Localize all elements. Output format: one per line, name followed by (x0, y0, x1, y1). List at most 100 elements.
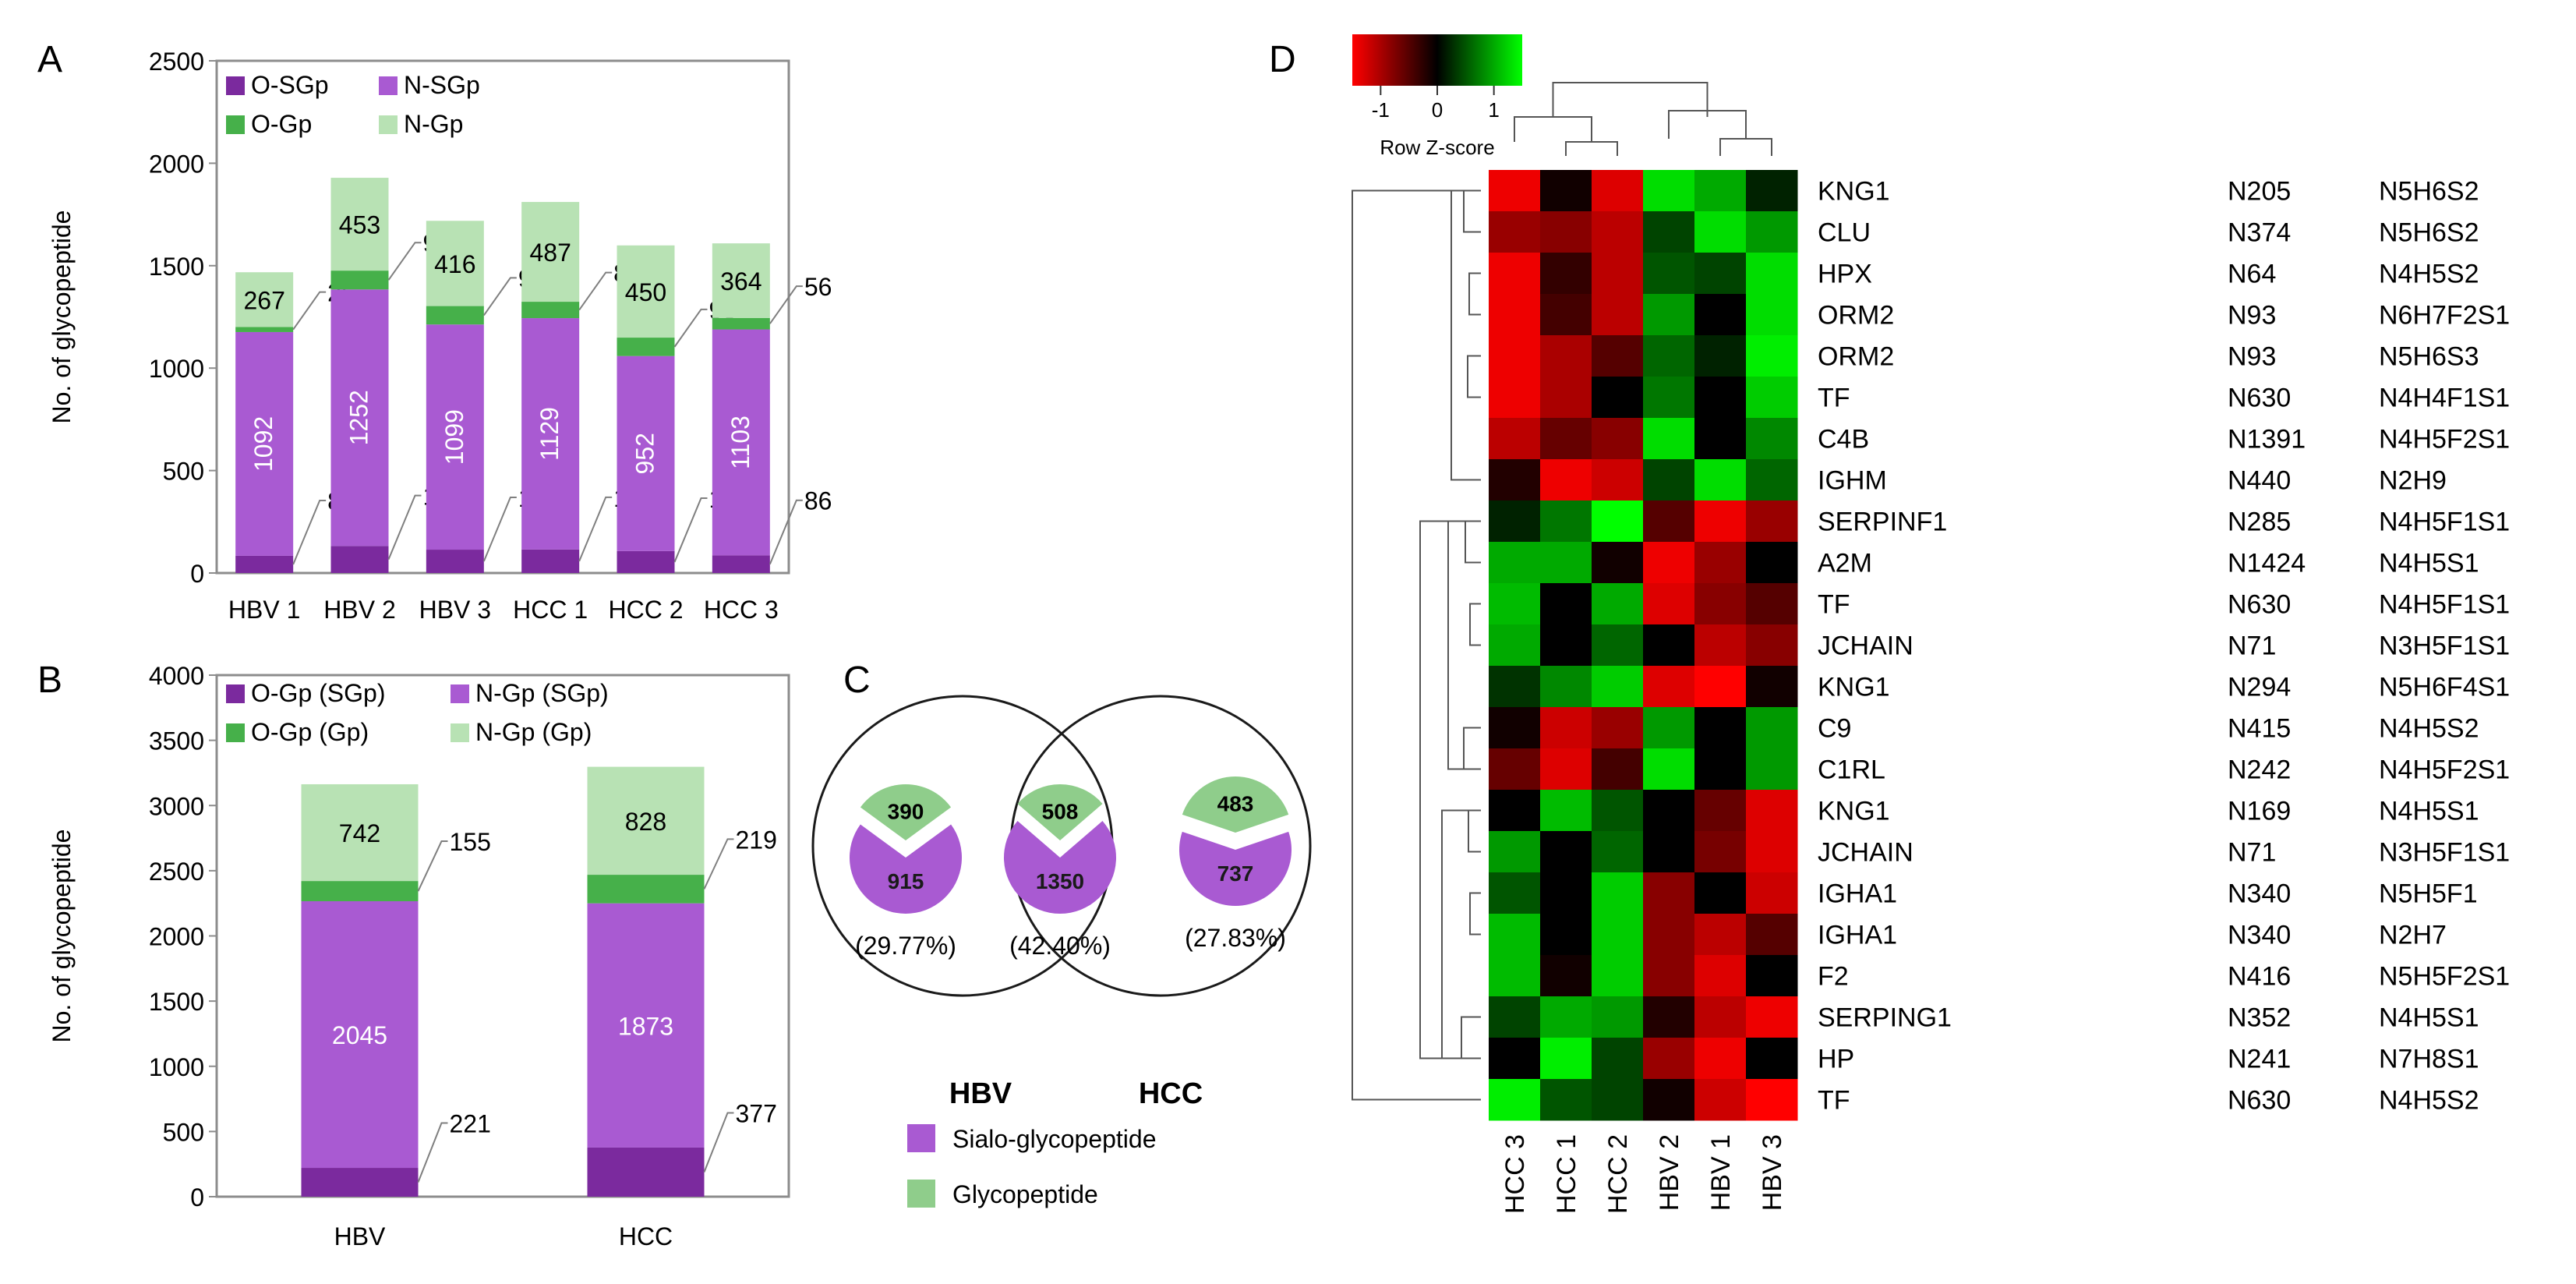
row-label-protein: IGHA1 (1818, 921, 1897, 950)
data-label-n-sgp: 1873 (618, 1012, 673, 1040)
chart-d-heatmap: KNG1 N205 N5H6S2 CLU N374 N5H6S2 HPX N64 N4H5S2 O… (1352, 34, 2510, 1214)
heatmap-cell (1540, 996, 1592, 1038)
row-label-glycan: N4H5F1S1 (2379, 508, 2510, 537)
heatmap-cell (1540, 955, 1592, 997)
heatmap-cell (1540, 211, 1592, 253)
legend-swatch (226, 76, 245, 95)
heatmap-cell (1489, 501, 1541, 543)
panel-label-a: A (37, 39, 62, 80)
heatmap-cell (1746, 377, 1798, 419)
heatmap-cell (1643, 1079, 1695, 1121)
row-label-glycan: N2H9 (2379, 466, 2447, 496)
data-label-o-gp: 155 (450, 828, 491, 856)
row-label-glycan: N5H5F1 (2379, 879, 2478, 909)
column-label: HCC 2 (1603, 1134, 1633, 1214)
row-dendrogram-branch (1467, 355, 1481, 398)
legend-label: N-Gp (404, 110, 463, 138)
heatmap-cell (1643, 1038, 1695, 1080)
leader-line (417, 840, 448, 892)
pie-slice-glycopeptide (860, 783, 952, 840)
row-label-site: N285 (2228, 508, 2291, 537)
heatmap-cell (1694, 294, 1747, 336)
y-tick-label: 2500 (149, 858, 204, 886)
leader-line (578, 496, 613, 562)
heatmap-cell (1746, 459, 1798, 501)
heatmap-cell (1489, 624, 1541, 667)
heatmap-cell (1746, 170, 1798, 212)
bar-o-gp-gp- (587, 875, 705, 904)
row-label-glycan: N5H6S3 (2379, 342, 2479, 372)
row-label-glycan: N4H4F1S1 (2379, 384, 2510, 413)
row-dendrogram-branch (1468, 809, 1481, 853)
data-label-n-sgp: 1092 (249, 416, 277, 472)
row-label-site: N1391 (2228, 425, 2306, 455)
column-label: HBV 2 (1655, 1134, 1684, 1211)
row-label-site: N440 (2228, 466, 2291, 496)
y-tick-label: 0 (190, 1183, 204, 1211)
bar-n-gp (712, 243, 770, 318)
leader-line (578, 271, 613, 311)
color-key-tick-label: 0 (1432, 98, 1443, 122)
leader-line (387, 494, 422, 561)
heatmap-cell (1489, 335, 1541, 377)
bar-n-sgp (712, 329, 770, 556)
row-label-glycan: N2H7 (2379, 921, 2447, 950)
data-label-n-sgp: 952 (631, 433, 659, 474)
row-label-site: N294 (2228, 673, 2291, 702)
row-label-site: N1424 (2228, 549, 2306, 578)
heatmap-cell (1489, 666, 1541, 708)
row-label-site: N241 (2228, 1045, 2291, 1074)
heatmap-cell (1746, 294, 1798, 336)
row-label-glycan: N3H5F1S1 (2379, 838, 2510, 868)
row-label-protein: C9 (1818, 714, 1851, 744)
heatmap-cell (1643, 542, 1695, 584)
heatmap-cell (1592, 459, 1644, 501)
column-dendrogram-branch (1565, 141, 1618, 156)
x-tick-label: HCC 3 (704, 596, 779, 624)
row-label-protein: JCHAIN (1818, 631, 1913, 661)
legend-label: O-Gp (251, 110, 312, 138)
leader-line (387, 242, 422, 281)
heatmap-cell (1746, 583, 1798, 625)
venn-percent: (42.40%) (1009, 932, 1111, 960)
heatmap-cell (1643, 501, 1695, 543)
leader-line (703, 1112, 734, 1173)
column-label: HCC 3 (1500, 1134, 1530, 1214)
bar-o-sgp (521, 549, 580, 573)
heatmap-cell (1489, 955, 1541, 997)
bar-n-gp (617, 245, 675, 338)
row-label-protein: CLU (1818, 218, 1871, 248)
heatmap-cell (1694, 1079, 1747, 1121)
row-label-site: N64 (2228, 260, 2276, 289)
legend-label: N-Gp (SGp) (475, 679, 609, 707)
column-label: HCC 1 (1552, 1134, 1581, 1214)
heatmap-cell (1489, 418, 1541, 460)
heatmap-cell (1694, 872, 1747, 914)
heatmap-cell (1643, 748, 1695, 791)
legend-label: Sialo-glycopeptide (952, 1125, 1157, 1153)
heatmap-cell (1540, 666, 1592, 708)
heatmap-cell (1489, 170, 1541, 212)
row-label-protein: TF (1818, 384, 1850, 413)
heatmap-cell (1694, 459, 1747, 501)
heatmap-cell (1592, 335, 1644, 377)
legend-swatch (379, 115, 398, 134)
bar-o-gp (617, 338, 675, 356)
heatmap-cell (1643, 459, 1695, 501)
heatmap-cell (1694, 707, 1747, 749)
heatmap-cell (1540, 418, 1592, 460)
row-label-glycan: N4H5S1 (2379, 1003, 2479, 1033)
heatmap-cell (1694, 790, 1747, 832)
heatmap-cell (1592, 211, 1644, 253)
data-label-o-sgp: 86 (804, 487, 832, 515)
row-label-protein: F2 (1818, 962, 1849, 992)
heatmap-cell (1694, 418, 1747, 460)
chart-c-venn-pies: 390 915 (29.77%) 508 1350 (42.40%) 483 737 (27.8… (811, 695, 1312, 1208)
heatmap-cell (1540, 624, 1592, 667)
legend-label: N-SGp (404, 71, 480, 99)
x-tick-label: HBV 3 (419, 596, 491, 624)
venn-title-hcc: HCC (1139, 1077, 1203, 1110)
x-tick-label: HCC (619, 1222, 673, 1250)
row-label-protein: TF (1818, 590, 1850, 620)
bar-o-gp-sgp- (301, 1168, 419, 1197)
